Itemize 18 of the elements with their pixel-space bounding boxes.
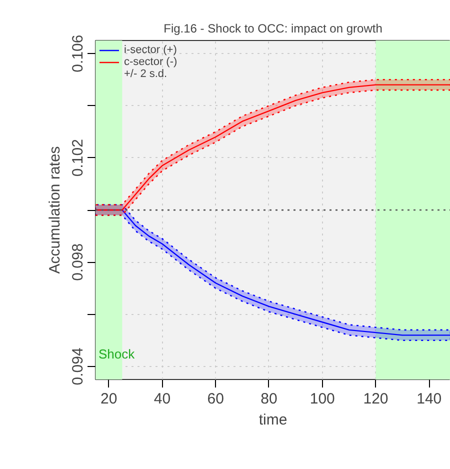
- band-label: Shock: [98, 346, 136, 362]
- y-tick-label: 0.098: [70, 243, 86, 281]
- x-tick-label: 60: [207, 390, 224, 408]
- y-tick-label: 0.094: [70, 348, 86, 386]
- x-tick-label: 140: [416, 390, 442, 408]
- x-tick-label: 80: [260, 390, 278, 408]
- y-axis-title: Accumulation rates: [46, 146, 64, 274]
- y-tick-label: 0.106: [70, 34, 86, 72]
- x-tick-label: 100: [310, 390, 335, 408]
- annotation: +/- 2 s.d.: [124, 68, 168, 80]
- legend-label: c-sector (-): [124, 56, 178, 68]
- x-tick-label: 40: [154, 390, 171, 408]
- y-tick-label: 0.102: [70, 139, 86, 177]
- x-tick-label: 20: [100, 390, 118, 408]
- legend-label: i-sector (+): [124, 44, 177, 56]
- x-tick-label: 120: [363, 390, 388, 408]
- chart-title: Fig.16 - Shock to OCC: impact on growth: [164, 22, 382, 36]
- x-axis-title: time: [258, 412, 288, 428]
